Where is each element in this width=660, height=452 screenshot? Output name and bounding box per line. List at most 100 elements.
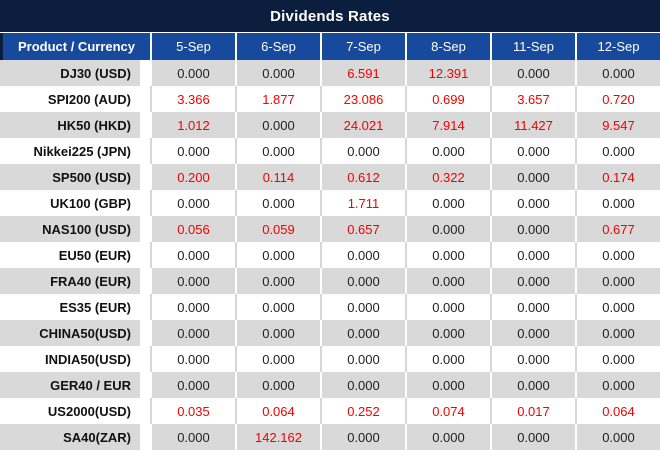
- column-header-12-sep: 12-Sep: [575, 33, 660, 60]
- table-row: ES35 (EUR) 0.000 0.000 0.000 0.000 0.000 0.000: [0, 294, 660, 320]
- value-cell: 9.547: [575, 112, 660, 138]
- table-row: SPI200 (AUD) 3.366 1.877 23.086 0.699 3.657 0.…: [0, 86, 660, 112]
- table-row: UK100 (GBP) 0.000 0.000 1.711 0.000 0.000 0.00…: [0, 190, 660, 216]
- value-cell: 0.000: [235, 60, 320, 86]
- product-cell: SA40(ZAR): [0, 424, 150, 450]
- product-cell: US2000(USD): [0, 398, 150, 424]
- table-row: NAS100 (USD) 0.056 0.059 0.657 0.000 0.000 0.6…: [0, 216, 660, 242]
- value-cell: 0.200: [150, 164, 235, 190]
- value-cell: 0.612: [320, 164, 405, 190]
- table-row: CHINA50(USD) 0.000 0.000 0.000 0.000 0.000 0.0…: [0, 320, 660, 346]
- value-cell: 0.000: [150, 60, 235, 86]
- column-header-5-sep: 5-Sep: [150, 33, 235, 60]
- value-cell: 0.000: [575, 372, 660, 398]
- product-cell: NAS100 (USD): [0, 216, 150, 242]
- product-cell: CHINA50(USD): [0, 320, 150, 346]
- value-cell: 0.000: [405, 320, 490, 346]
- value-cell: 0.000: [490, 138, 575, 164]
- product-cell: GER40 / EUR: [0, 372, 150, 398]
- value-cell: 0.000: [405, 294, 490, 320]
- value-cell: 0.000: [150, 424, 235, 450]
- value-cell: 0.720: [575, 86, 660, 112]
- value-cell: 0.000: [405, 372, 490, 398]
- value-cell: 0.000: [235, 268, 320, 294]
- product-cell: INDIA50(USD): [0, 346, 150, 372]
- column-header-product-currency: Product / Currency: [0, 33, 150, 60]
- value-cell: 3.366: [150, 86, 235, 112]
- value-cell: 0.064: [575, 398, 660, 424]
- product-cell: SPI200 (AUD): [0, 86, 150, 112]
- value-cell: 0.000: [235, 112, 320, 138]
- value-cell: 0.000: [150, 320, 235, 346]
- value-cell: 0.000: [490, 242, 575, 268]
- table-row: HK50 (HKD) 1.012 0.000 24.021 7.914 11.427 9.5…: [0, 112, 660, 138]
- value-cell: 0.000: [405, 346, 490, 372]
- value-cell: 0.322: [405, 164, 490, 190]
- value-cell: 3.657: [490, 86, 575, 112]
- value-cell: 0.017: [490, 398, 575, 424]
- value-cell: 0.000: [575, 268, 660, 294]
- value-cell: 6.591: [320, 60, 405, 86]
- value-cell: 0.000: [575, 424, 660, 450]
- value-cell: 0.000: [405, 242, 490, 268]
- value-cell: 0.252: [320, 398, 405, 424]
- title-bar: Dividends Rates: [0, 0, 660, 32]
- value-cell: 0.000: [150, 346, 235, 372]
- product-cell: HK50 (HKD): [0, 112, 150, 138]
- column-header-11-sep: 11-Sep: [490, 33, 575, 60]
- value-cell: 0.000: [320, 320, 405, 346]
- value-cell: 0.000: [235, 372, 320, 398]
- value-cell: 0.000: [490, 346, 575, 372]
- value-cell: 0.000: [490, 320, 575, 346]
- value-cell: 0.074: [405, 398, 490, 424]
- value-cell: 0.677: [575, 216, 660, 242]
- product-cell: Nikkei225 (JPN): [0, 138, 150, 164]
- table-row: EU50 (EUR) 0.000 0.000 0.000 0.000 0.000 0.000: [0, 242, 660, 268]
- value-cell: 0.000: [150, 138, 235, 164]
- value-cell: 0.056: [150, 216, 235, 242]
- value-cell: 0.059: [235, 216, 320, 242]
- table-row: SP500 (USD) 0.200 0.114 0.612 0.322 0.000 0.17…: [0, 164, 660, 190]
- value-cell: 0.000: [150, 372, 235, 398]
- value-cell: 0.000: [150, 242, 235, 268]
- value-cell: 0.000: [150, 190, 235, 216]
- value-cell: 0.000: [320, 372, 405, 398]
- value-cell: 7.914: [405, 112, 490, 138]
- column-header-7-sep: 7-Sep: [320, 33, 405, 60]
- value-cell: 0.000: [235, 138, 320, 164]
- value-cell: 12.391: [405, 60, 490, 86]
- value-cell: 0.000: [235, 190, 320, 216]
- product-cell: SP500 (USD): [0, 164, 150, 190]
- table-row: US2000(USD) 0.035 0.064 0.252 0.074 0.017 0.06…: [0, 398, 660, 424]
- value-cell: 0.000: [575, 138, 660, 164]
- product-cell: FRA40 (EUR): [0, 268, 150, 294]
- value-cell: 0.000: [575, 320, 660, 346]
- value-cell: 1.012: [150, 112, 235, 138]
- value-cell: 0.000: [575, 60, 660, 86]
- value-cell: 0.000: [575, 294, 660, 320]
- page-title: Dividends Rates: [270, 7, 390, 25]
- value-cell: 0.000: [405, 268, 490, 294]
- value-cell: 0.000: [575, 242, 660, 268]
- value-cell: 0.000: [405, 216, 490, 242]
- value-cell: 23.086: [320, 86, 405, 112]
- value-cell: 0.000: [150, 268, 235, 294]
- value-cell: 0.000: [490, 60, 575, 86]
- value-cell: 0.035: [150, 398, 235, 424]
- value-cell: 0.000: [405, 138, 490, 164]
- value-cell: 0.000: [235, 242, 320, 268]
- value-cell: 0.000: [235, 294, 320, 320]
- value-cell: 0.000: [490, 268, 575, 294]
- value-cell: 0.000: [490, 294, 575, 320]
- column-header-6-sep: 6-Sep: [235, 33, 320, 60]
- product-cell: UK100 (GBP): [0, 190, 150, 216]
- value-cell: 0.000: [320, 294, 405, 320]
- value-cell: 0.000: [575, 190, 660, 216]
- value-cell: 0.000: [320, 346, 405, 372]
- table-header-row: Product / Currency 5-Sep 6-Sep 7-Sep 8-S…: [0, 32, 660, 60]
- value-cell: 0.114: [235, 164, 320, 190]
- value-cell: 0.000: [150, 294, 235, 320]
- table-row: INDIA50(USD) 0.000 0.000 0.000 0.000 0.000 0.0…: [0, 346, 660, 372]
- value-cell: 0.000: [320, 138, 405, 164]
